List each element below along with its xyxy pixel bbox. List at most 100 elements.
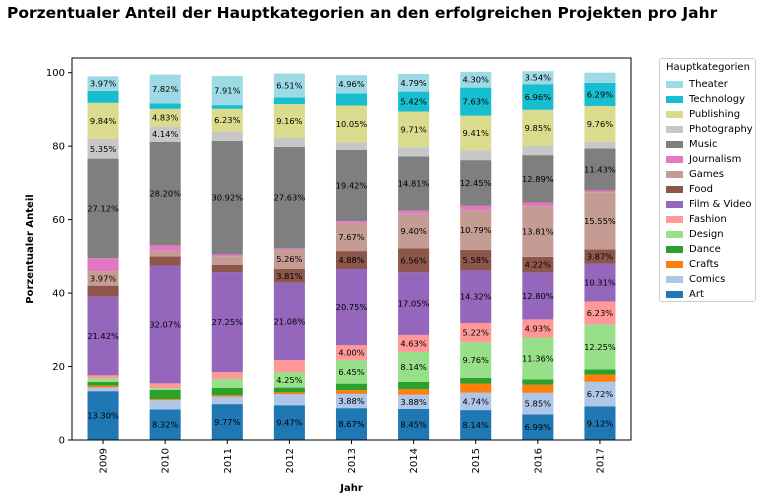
bar-fashion-2015 xyxy=(460,322,492,343)
legend-item-music: Music xyxy=(666,137,717,151)
bar-publishing-2010 xyxy=(149,108,181,127)
bar-technology-2015 xyxy=(460,87,492,116)
bar-games-2016 xyxy=(522,206,554,257)
bar-art-2014 xyxy=(398,408,430,440)
y-tick-label-40: 40 xyxy=(52,289,65,300)
data-label-art-2011: 9.77% xyxy=(214,417,240,427)
bar-games-2015 xyxy=(460,210,492,250)
bar-design-2010 xyxy=(149,388,181,390)
y-tick-label-0: 0 xyxy=(59,436,65,447)
bar-art-2013 xyxy=(335,408,368,440)
bar-journalism-2011 xyxy=(211,254,243,257)
bar-dance-2010 xyxy=(149,389,181,400)
bar-publishing-2013 xyxy=(335,105,368,143)
bar-crafts-2009 xyxy=(87,385,119,388)
data-label-music-2014: 14.81% xyxy=(398,179,430,189)
y-tick-label-60: 60 xyxy=(52,215,65,226)
bar-music-2010 xyxy=(149,141,181,246)
bar-film-and-video-2011 xyxy=(211,272,243,373)
data-label-design-2017: 12.25% xyxy=(584,342,616,352)
bar-journalism-2015 xyxy=(460,205,492,211)
data-label-fashion-2013: 4.00% xyxy=(338,348,364,358)
legend-item-food: Food xyxy=(666,182,713,196)
bar-photography-2011 xyxy=(211,131,243,141)
data-label-games-2012: 5.26% xyxy=(276,254,302,264)
bar-publishing-2015 xyxy=(460,115,492,151)
data-label-theater-2015: 4.30% xyxy=(463,75,489,85)
data-label-theater-2013: 4.96% xyxy=(338,79,364,89)
data-label-publishing-2011: 6.23% xyxy=(214,115,240,125)
bar-photography-2015 xyxy=(460,150,492,161)
bar-music-2016 xyxy=(522,155,554,203)
data-label-music-2015: 12.45% xyxy=(460,178,492,188)
data-label-photography-2009: 5.35% xyxy=(90,144,116,154)
legend-label-journalism: Journalism xyxy=(689,153,742,165)
bar-fashion-2009 xyxy=(87,375,119,379)
legend-swatch-publishing xyxy=(666,110,683,118)
x-axis-label: Jahr xyxy=(339,483,363,494)
legend-item-art: Art xyxy=(666,287,704,301)
bar-dance-2013 xyxy=(335,383,368,391)
data-label-film-and-video-2014: 17.05% xyxy=(398,299,430,309)
bar-games-2012 xyxy=(273,249,305,269)
bar-food-2016 xyxy=(522,256,554,273)
data-label-publishing-2010: 4.83% xyxy=(152,113,178,123)
data-label-comics-2017: 6.72% xyxy=(587,389,613,399)
bar-film-and-video-2014 xyxy=(398,272,430,335)
legend-swatch-dance xyxy=(666,245,683,253)
bar-design-2009 xyxy=(87,378,119,382)
bar-design-2017 xyxy=(584,324,616,370)
data-label-film-and-video-2013: 20.75% xyxy=(336,302,368,312)
bar-comics-2016 xyxy=(522,392,554,415)
legend-item-photography: Photography xyxy=(666,122,753,136)
data-label-film-and-video-2011: 27.25% xyxy=(211,317,243,327)
legend-label-dance: Dance xyxy=(689,243,721,255)
y-tick-label-80: 80 xyxy=(52,142,65,153)
bar-crafts-2012 xyxy=(273,392,305,395)
data-label-publishing-2017: 9.76% xyxy=(587,119,613,129)
bar-film-and-video-2015 xyxy=(460,270,492,323)
legend-item-fashion: Fashion xyxy=(666,212,727,226)
legend-swatch-theater xyxy=(666,80,683,88)
bar-dance-2014 xyxy=(398,381,430,390)
chart-title: Porzentualer Anteil der Hauptkategorien … xyxy=(7,4,718,22)
data-label-music-2009: 27.12% xyxy=(87,203,119,213)
data-label-art-2014: 8.45% xyxy=(400,419,426,429)
data-label-theater-2010: 7.82% xyxy=(152,84,178,94)
bar-technology-2012 xyxy=(273,97,305,105)
bar-art-2012 xyxy=(273,405,305,440)
data-label-art-2016: 6.99% xyxy=(525,422,551,432)
bar-food-2017 xyxy=(584,249,616,264)
bar-dance-2012 xyxy=(273,387,305,393)
legend-swatch-games xyxy=(666,170,683,178)
bar-food-2014 xyxy=(398,248,430,273)
data-label-theater-2014: 4.79% xyxy=(400,78,426,88)
data-label-comics-2016: 5.85% xyxy=(525,399,551,409)
bar-design-2016 xyxy=(522,337,554,380)
bar-comics-2014 xyxy=(398,394,430,409)
legend-title: Hauptkategorien xyxy=(666,62,750,73)
bar-theater-2015 xyxy=(460,71,492,88)
data-label-food-2014: 6.56% xyxy=(400,255,426,265)
data-label-technology-2016: 6.96% xyxy=(525,92,551,102)
bar-music-2013 xyxy=(335,149,368,222)
bar-crafts-2017 xyxy=(584,374,616,382)
data-label-fashion-2014: 4.63% xyxy=(400,338,426,348)
data-label-publishing-2015: 9.41% xyxy=(463,128,489,138)
legend-item-technology: Technology xyxy=(666,92,745,106)
data-label-design-2014: 8.14% xyxy=(400,362,426,372)
bar-journalism-2014 xyxy=(398,210,430,214)
bar-photography-2012 xyxy=(273,137,305,147)
data-label-food-2012: 3.81% xyxy=(276,271,302,281)
bar-games-2017 xyxy=(584,192,616,250)
bar-fashion-2014 xyxy=(398,334,430,352)
bar-film-and-video-2017 xyxy=(584,263,616,302)
bar-technology-2017 xyxy=(584,82,616,106)
data-label-art-2013: 8.67% xyxy=(338,419,364,429)
x-tick-label-2013: 2013 xyxy=(347,448,358,473)
legend-swatch-photography xyxy=(666,125,683,133)
data-label-theater-2009: 3.97% xyxy=(90,79,116,89)
legend-label-theater: Theater xyxy=(689,78,728,90)
bar-comics-2012 xyxy=(273,394,305,406)
bar-publishing-2016 xyxy=(522,109,554,146)
